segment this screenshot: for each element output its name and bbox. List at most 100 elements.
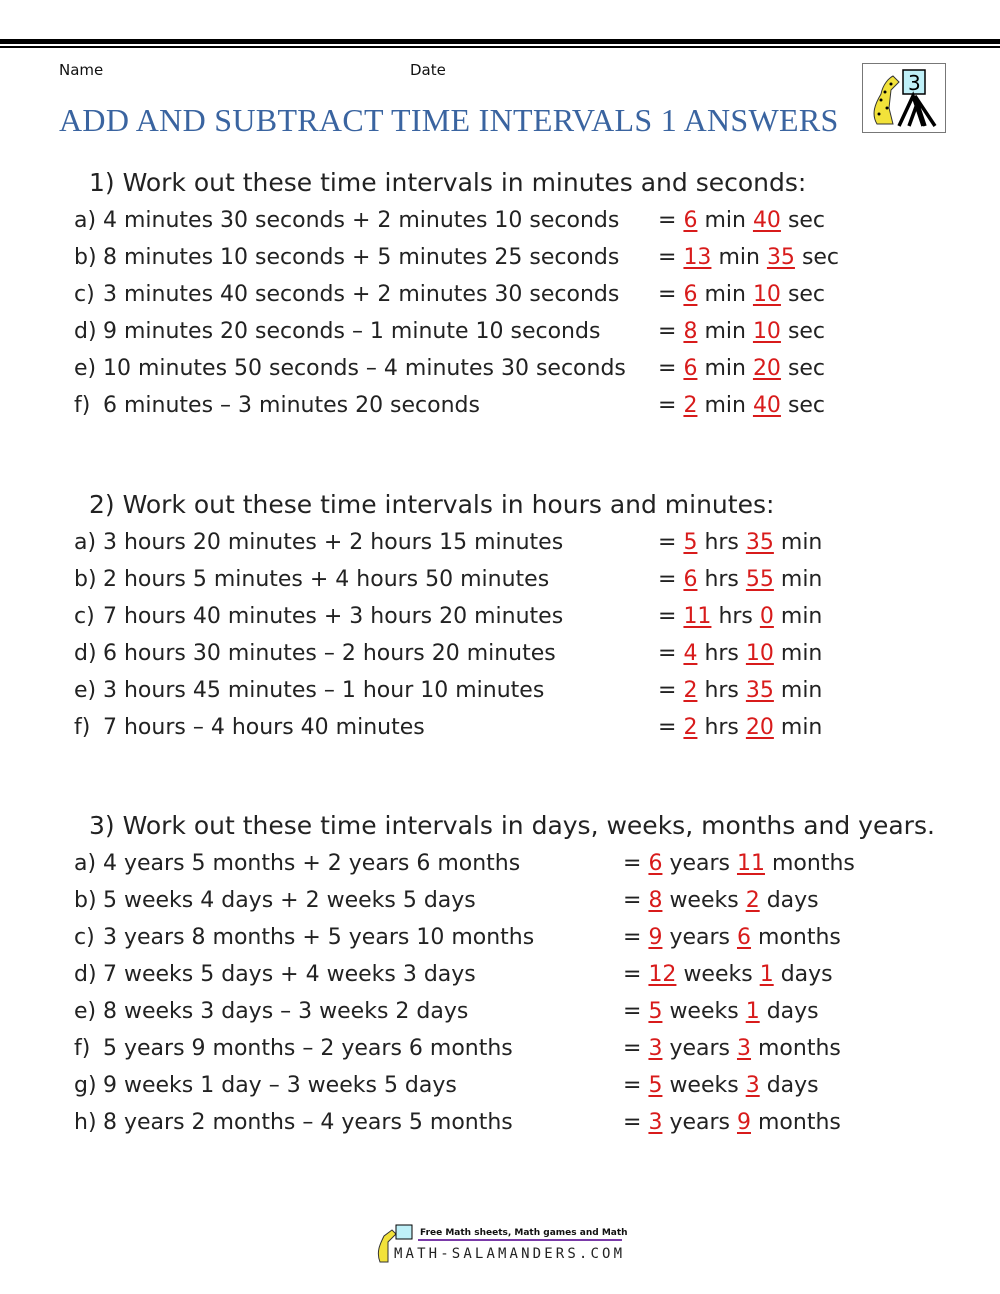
answer-value-1: 13 [683, 245, 712, 270]
answer-value-2: 40 [752, 393, 781, 418]
answer: = 2 min 40 sec [658, 393, 825, 418]
question-letter: a) [74, 530, 97, 555]
answer: = 5 weeks 1 days [623, 999, 819, 1024]
answer-value-1: 8 [648, 888, 663, 913]
answer-unit-2: min [780, 567, 823, 592]
answer-unit-1: min [704, 208, 746, 233]
answer: = 2 hrs 35 min [658, 678, 822, 703]
answer: = 2 hrs 20 min [658, 715, 822, 740]
answer-value-2: 10 [752, 319, 781, 344]
answer-value-1: 6 [683, 208, 698, 233]
question-row: f) 6 minutes – 3 minutes 20 seconds = 2 … [0, 393, 1000, 430]
question-text: 7 hours 40 minutes + 3 hours 20 minutes [103, 604, 564, 629]
answer: = 3 years 9 months [623, 1110, 841, 1135]
equals-sign: = [658, 567, 677, 592]
answer-value-2: 40 [752, 208, 781, 233]
answer: = 6 min 10 sec [658, 282, 825, 307]
equals-sign: = [623, 1110, 642, 1135]
question-row: c) 3 years 8 months + 5 years 10 months … [0, 925, 1000, 962]
equals-sign: = [623, 851, 642, 876]
question-text: 7 hours – 4 hours 40 minutes [103, 715, 425, 740]
question-row: b) 5 weeks 4 days + 2 weeks 5 days = 8 w… [0, 888, 1000, 925]
answer-unit-1: hrs [718, 604, 753, 629]
equals-sign: = [658, 530, 677, 555]
answer-unit-2: months [771, 851, 855, 876]
question-row: g) 9 weeks 1 day – 3 weeks 5 days = 5 we… [0, 1073, 1000, 1110]
question-row: f) 5 years 9 months – 2 years 6 months =… [0, 1036, 1000, 1073]
equals-sign: = [623, 1073, 642, 1098]
question-row: d) 6 hours 30 minutes – 2 hours 20 minut… [0, 641, 1000, 678]
answer-value-2: 2 [745, 888, 760, 913]
question-row: c) 7 hours 40 minutes + 3 hours 20 minut… [0, 604, 1000, 641]
equals-sign: = [623, 888, 642, 913]
question-letter: d) [74, 962, 97, 987]
salamander-icon: 3 [873, 69, 937, 127]
answer-value-1: 4 [683, 641, 698, 666]
salamander-icon [377, 1229, 397, 1263]
answer-unit-2: sec [801, 245, 840, 270]
question-letter: a) [74, 851, 97, 876]
answer-unit-1: years [669, 1036, 730, 1061]
answer-unit-2: months [757, 1110, 841, 1135]
answer-unit-1: weeks [669, 999, 739, 1024]
equals-sign: = [658, 319, 677, 344]
question-letter: a) [74, 208, 97, 233]
answer-unit-1: weeks [669, 888, 739, 913]
question-letter: f) [74, 715, 91, 740]
answer-unit-2: sec [787, 282, 826, 307]
question-text: 6 hours 30 minutes – 2 hours 20 minutes [103, 641, 556, 666]
answer-value-1: 11 [683, 604, 712, 629]
equals-sign: = [658, 715, 677, 740]
question-letter: b) [74, 567, 97, 592]
answer-unit-1: hrs [704, 715, 739, 740]
question-letter: e) [74, 678, 97, 703]
answer-unit-1: weeks [669, 1073, 739, 1098]
answer: = 6 hrs 55 min [658, 567, 822, 592]
answer: = 3 years 3 months [623, 1036, 841, 1061]
question-text: 3 years 8 months + 5 years 10 months [103, 925, 535, 950]
answer: = 5 hrs 35 min [658, 530, 822, 555]
answer-unit-2: days [780, 962, 833, 987]
answer-value-2: 55 [745, 567, 774, 592]
answer-unit-1: hrs [704, 678, 739, 703]
equals-sign: = [623, 962, 642, 987]
answer-unit-2: min [780, 604, 823, 629]
question-text: 8 minutes 10 seconds + 5 minutes 25 seco… [103, 245, 620, 270]
answer-value-1: 5 [648, 999, 663, 1024]
answer: = 6 years 11 months [623, 851, 855, 876]
date-label: Date [410, 61, 446, 79]
answer: = 5 weeks 3 days [623, 1073, 819, 1098]
answer-value-2: 3 [736, 1036, 751, 1061]
answer: = 6 min 40 sec [658, 208, 825, 233]
answer-value-2: 9 [736, 1110, 751, 1135]
answer-unit-2: min [780, 678, 823, 703]
answer-value-1: 6 [683, 567, 698, 592]
answer-unit-1: min [718, 245, 760, 270]
answer-value-2: 6 [736, 925, 751, 950]
answer: = 8 min 10 sec [658, 319, 825, 344]
answer-unit-2: days [766, 1073, 819, 1098]
answer-value-1: 12 [648, 962, 677, 987]
section-heading: 3) Work out these time intervals in days… [89, 811, 935, 840]
equals-sign: = [658, 282, 677, 307]
answer-unit-2: days [766, 888, 819, 913]
answer-value-2: 35 [745, 678, 774, 703]
question-row: d) 7 weeks 5 days + 4 weeks 3 days = 12 … [0, 962, 1000, 999]
footer-logo: Free Math sheets, Math games and Math he… [372, 1222, 653, 1264]
equals-sign: = [623, 1036, 642, 1061]
question-text: 8 years 2 months – 4 years 5 months [103, 1110, 513, 1135]
question-text: 8 weeks 3 days – 3 weeks 2 days [103, 999, 469, 1024]
section-heading: 1) Work out these time intervals in minu… [89, 168, 807, 197]
answer-unit-2: min [780, 530, 823, 555]
top-rule-thick [0, 39, 1000, 44]
answer-value-1: 8 [683, 319, 698, 344]
answer-value-2: 11 [736, 851, 765, 876]
question-letter: d) [74, 641, 97, 666]
answer: = 4 hrs 10 min [658, 641, 822, 666]
answer: = 9 years 6 months [623, 925, 841, 950]
answer-unit-1: years [669, 851, 730, 876]
top-rule-thin [0, 46, 1000, 48]
answer-value-2: 10 [752, 282, 781, 307]
question-row: d) 9 minutes 20 seconds – 1 minute 10 se… [0, 319, 1000, 356]
answer-unit-1: min [704, 282, 746, 307]
